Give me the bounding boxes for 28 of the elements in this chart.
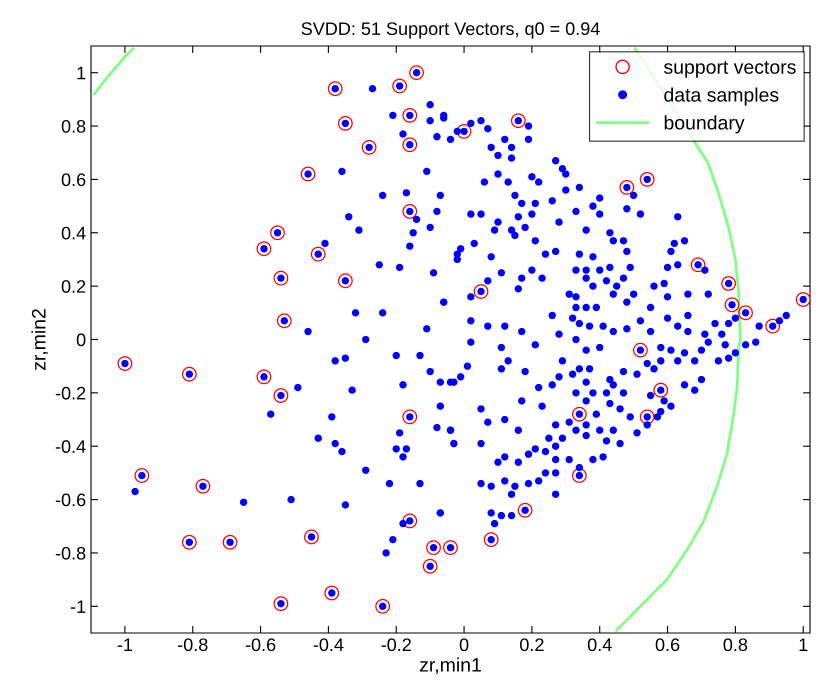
- x-tick-label: 0: [460, 638, 468, 652]
- x-tick-label: 0.4: [588, 638, 612, 652]
- x-tick-label: 0.6: [656, 638, 680, 652]
- x-tick-label: 1: [800, 638, 808, 651]
- chart-title: SVDD: 51 Support Vectors, q0 = 0.94: [302, 22, 600, 39]
- y-tick-label: -0.6: [56, 494, 86, 506]
- y-tick-label: 0.8: [62, 120, 86, 133]
- y-axis-title: zr,min2: [31, 309, 48, 370]
- y-tick-label: -0.8: [56, 546, 86, 560]
- x-tick-label: -0.6: [246, 638, 276, 652]
- y-tick-label: 0.6: [62, 173, 86, 186]
- x-tick-label: -0.4: [314, 638, 344, 652]
- y-tick-label: 0.4: [62, 226, 86, 240]
- legend-label: boundary: [664, 115, 745, 134]
- y-tick-label: 1: [77, 66, 86, 80]
- x-tick-label: -0.8: [178, 638, 208, 652]
- x-axis-title: zr,min1: [420, 657, 481, 674]
- y-tick-label: 0.2: [62, 280, 86, 293]
- x-tick-label: 0.2: [520, 638, 544, 652]
- y-tick-label: -0.4: [56, 440, 86, 453]
- legend-label: support vectors: [664, 61, 796, 78]
- legend-label: data samples: [664, 87, 778, 106]
- x-tick-label: 0.8: [724, 638, 748, 652]
- x-tick-label: -1: [118, 638, 132, 651]
- x-tick-label: -0.2: [381, 638, 411, 652]
- y-tick-label: -1: [70, 600, 86, 613]
- y-tick-label: 0: [76, 333, 86, 346]
- y-tick-label: -0.2: [56, 386, 86, 400]
